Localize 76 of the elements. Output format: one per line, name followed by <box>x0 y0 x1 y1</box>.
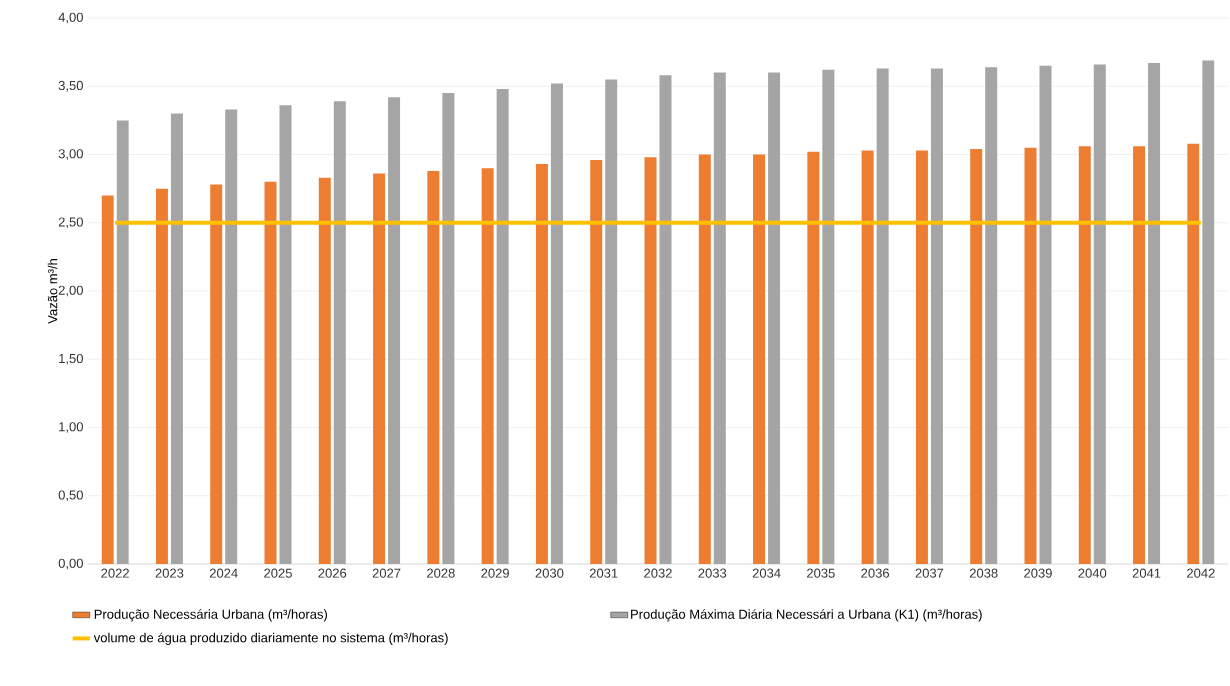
bar <box>535 164 548 564</box>
y-tick-label: 2,50 <box>58 217 83 229</box>
bar <box>1024 147 1037 564</box>
bar <box>822 69 835 564</box>
bar <box>915 150 928 564</box>
x-tick-label: 2039 <box>1024 568 1052 578</box>
x-tick-label: 2024 <box>209 568 238 578</box>
bar <box>333 101 346 564</box>
y-tick-label: 3,00 <box>58 149 83 160</box>
bar <box>388 97 401 564</box>
x-tick-label: 2032 <box>644 568 672 578</box>
x-tick-label: 2036 <box>861 568 890 578</box>
bar <box>970 149 983 564</box>
x-tick-label: 2023 <box>155 568 184 578</box>
y-tick-label: 3,50 <box>58 80 83 92</box>
x-tick-label: 2033 <box>698 568 727 578</box>
x-tick-label: 2041 <box>1132 568 1161 578</box>
y-axis-title: Vazão m³/h <box>47 259 58 324</box>
x-tick-label: 2029 <box>481 568 509 578</box>
y-tick-label: 2,00 <box>58 285 83 297</box>
bar <box>1202 60 1215 564</box>
bar <box>659 75 672 564</box>
x-tick-label: 2027 <box>372 568 401 578</box>
bar <box>427 170 440 564</box>
bar <box>373 173 386 564</box>
bar <box>442 93 455 564</box>
bar <box>698 154 711 564</box>
bar <box>155 188 168 564</box>
legend-label: Produção Necessária Urbana (m³/horas) <box>94 609 327 622</box>
bar <box>225 109 238 564</box>
bar <box>1187 143 1200 564</box>
x-tick-label: 2038 <box>969 568 998 578</box>
bar <box>170 113 183 564</box>
bar <box>318 177 331 564</box>
x-tick-label: 2025 <box>264 568 292 578</box>
bar <box>768 72 781 564</box>
y-tick-label: 0,50 <box>58 490 83 502</box>
bar <box>753 154 766 564</box>
x-tick-label: 2028 <box>427 568 455 578</box>
bar <box>264 181 277 564</box>
bar <box>807 151 820 564</box>
bar <box>1148 63 1161 564</box>
bar <box>1078 146 1091 564</box>
x-tick-label: 2040 <box>1078 568 1107 578</box>
y-tick-label: 0,00 <box>58 558 83 570</box>
bar <box>496 88 509 564</box>
bar <box>876 68 889 564</box>
bar <box>644 157 657 564</box>
bar <box>1133 146 1146 564</box>
bar <box>101 195 114 564</box>
bar <box>713 72 726 564</box>
bar <box>985 67 998 564</box>
x-tick-label: 2031 <box>589 568 618 578</box>
bar <box>590 159 603 564</box>
x-tick-label: 2042 <box>1187 568 1215 578</box>
y-tick-label: 1,00 <box>59 422 83 433</box>
x-tick-label: 2026 <box>318 568 347 578</box>
bar <box>279 105 292 564</box>
bar <box>1039 65 1052 564</box>
bar <box>605 79 618 564</box>
x-tick-label: 2037 <box>915 568 944 578</box>
y-tick-label: 4,00 <box>58 12 83 24</box>
y-tick-label: 1,50 <box>59 353 83 365</box>
bar <box>210 184 223 564</box>
bar <box>481 168 494 564</box>
x-tick-label: 2035 <box>807 568 835 578</box>
x-tick-label: 2034 <box>752 568 781 578</box>
x-tick-label: 2022 <box>101 568 129 578</box>
bar <box>861 150 874 564</box>
bar <box>116 120 129 564</box>
bar <box>930 68 943 564</box>
x-tick-label: 2030 <box>535 568 564 578</box>
legend-label: Produção Máxima Diária Necessári a Urbana (K1) (m³/horas) <box>631 609 982 622</box>
bar <box>550 83 563 564</box>
bar <box>1093 64 1106 564</box>
legend-label: volume de água produzido diariamente no sistema (m³/horas) <box>93 632 448 645</box>
